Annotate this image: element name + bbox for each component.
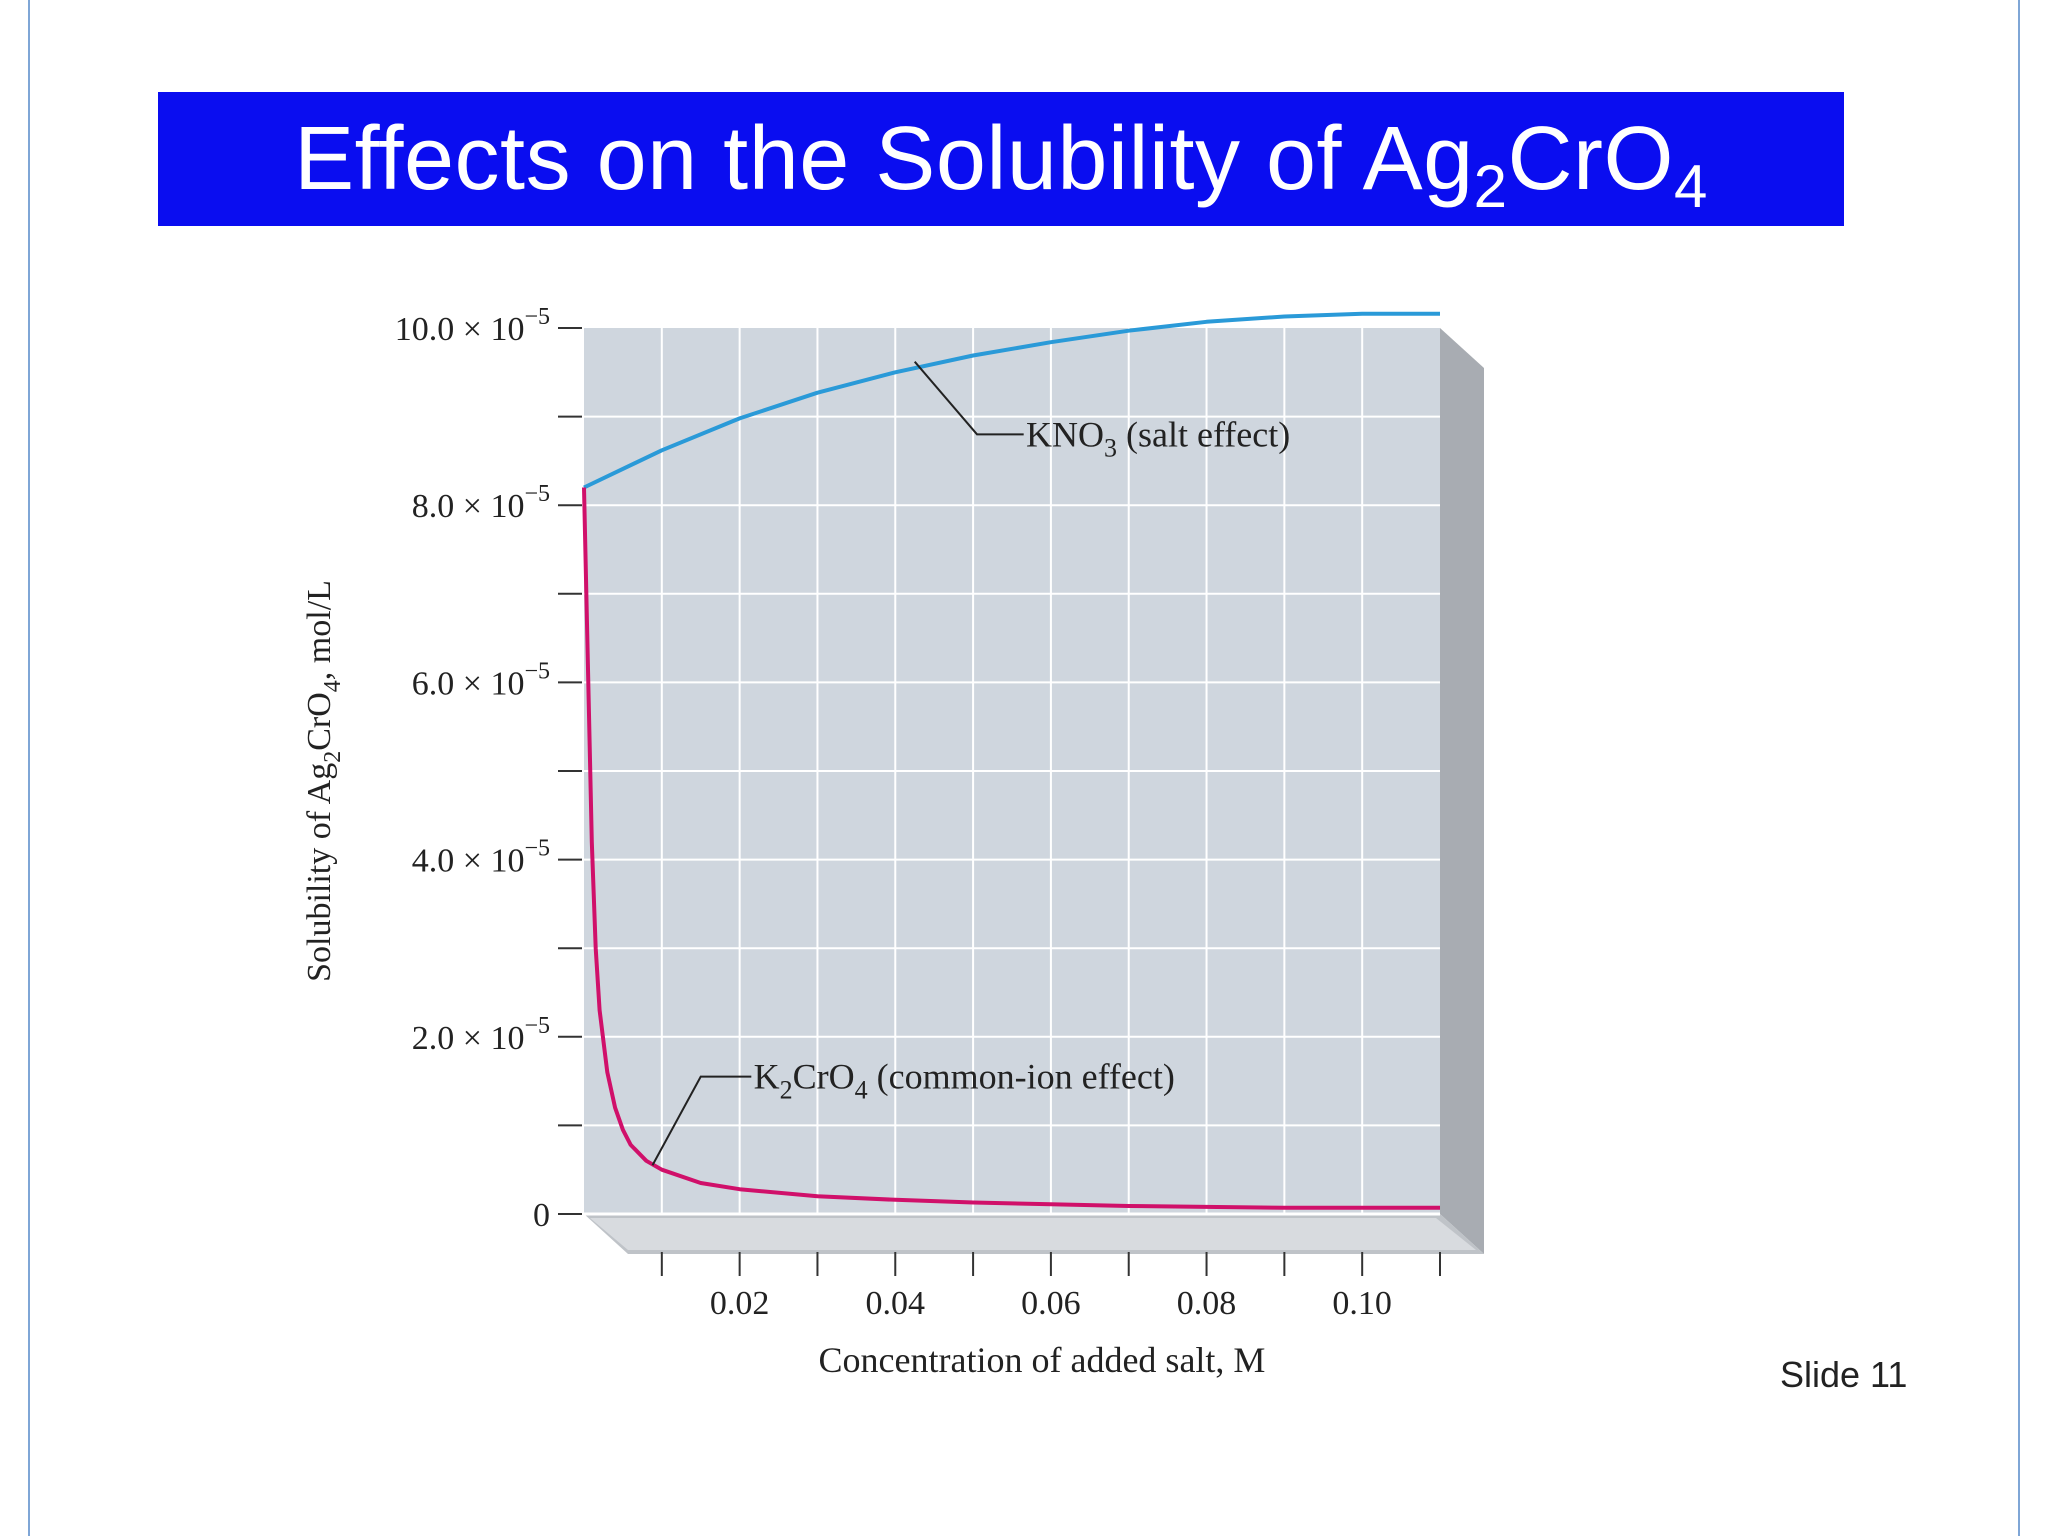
x-tick-label: 0.08 bbox=[1177, 1285, 1237, 1322]
x-tick-label: 0.04 bbox=[866, 1285, 926, 1322]
title-bar: Effects on the Solubility of Ag2CrO4 bbox=[158, 92, 1844, 226]
title-main: Effects on the Solubility of Ag bbox=[294, 109, 1474, 209]
kno3-curve bbox=[583, 311, 1440, 490]
slide-border-left bbox=[28, 0, 30, 1536]
y-tick-label: 8.0 × 10−5 bbox=[412, 481, 550, 525]
k2cro4-curve bbox=[582, 487, 1440, 1210]
y-tick-label: 10.0 × 10−5 bbox=[395, 304, 550, 348]
k2cro4-leader-line bbox=[651, 1075, 752, 1166]
y-tick-label: 2.0 × 10−5 bbox=[412, 1013, 550, 1057]
x-axis-title: Concentration of added salt, M bbox=[819, 1340, 1266, 1380]
x-tick-label: 0.10 bbox=[1332, 1285, 1392, 1322]
title-sub-2: 2 bbox=[1473, 153, 1508, 220]
y-tick-label: 6.0 × 10−5 bbox=[412, 658, 550, 702]
title-mid: CrO bbox=[1507, 109, 1675, 209]
title-sub-4: 4 bbox=[1674, 153, 1708, 220]
plot-bottom-face-inner bbox=[590, 1218, 1476, 1250]
x-tick-label: 0.02 bbox=[710, 1285, 770, 1322]
kno3-leader-line bbox=[913, 361, 1024, 436]
slide-title: Effects on the Solubility of Ag2CrO4 bbox=[294, 114, 1708, 217]
y-tick-label: 0 bbox=[533, 1197, 550, 1234]
k2cro4-label: K2CrO4 (common-ion effect) bbox=[754, 1057, 1175, 1105]
kno3-label: KNO3 (salt effect) bbox=[1026, 414, 1290, 462]
slide-border-right bbox=[2018, 0, 2020, 1536]
y-axis-title: Solubility of Ag2CrO4, mol/L bbox=[301, 580, 346, 982]
slide-number: Slide 11 bbox=[1780, 1354, 1908, 1395]
y-tick-label: 4.0 × 10−5 bbox=[412, 836, 550, 880]
x-tick-label: 0.06 bbox=[1021, 1285, 1081, 1322]
plot-side-face bbox=[1440, 328, 1484, 1254]
